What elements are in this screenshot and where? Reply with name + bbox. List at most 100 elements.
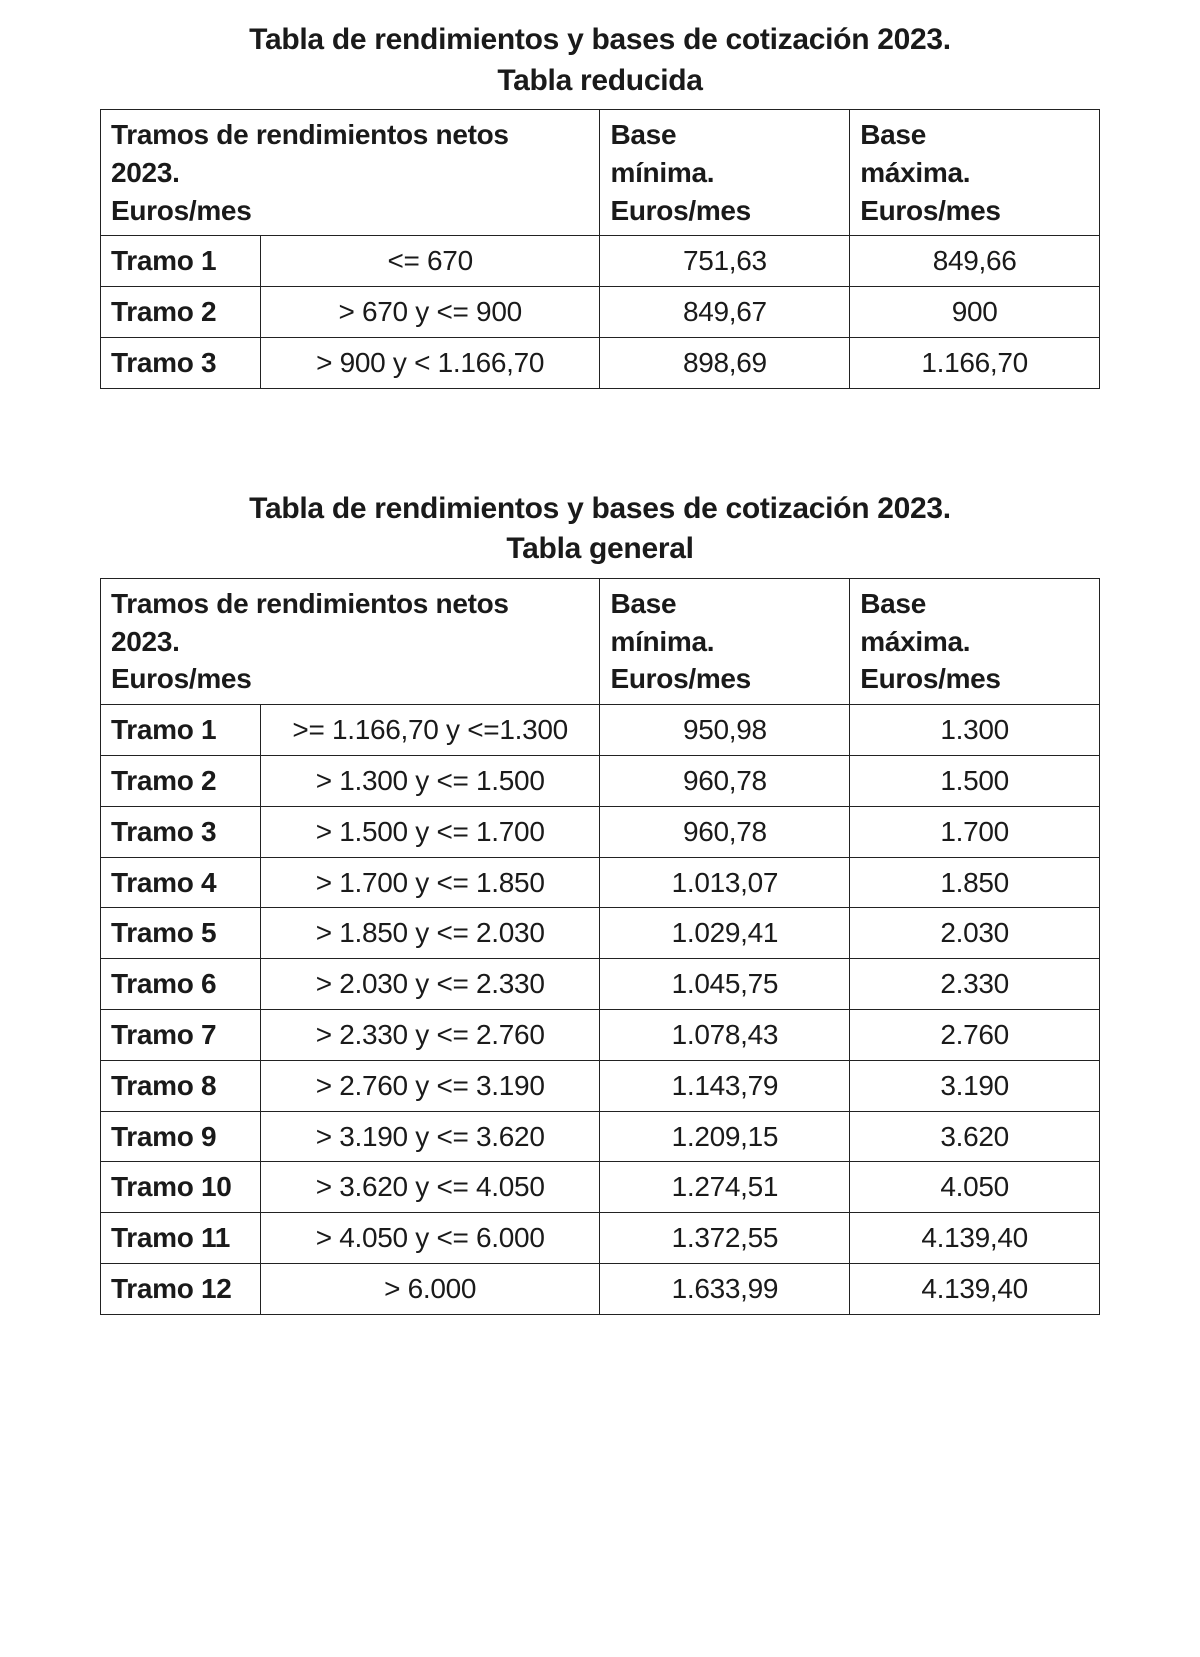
tramo-label: Tramo 1 [101, 236, 261, 287]
tramo-label: Tramo 1 [101, 705, 261, 756]
table-row: Tramo 8> 2.760 y <= 3.1901.143,793.190 [101, 1060, 1100, 1111]
tramo-label: Tramo 8 [101, 1060, 261, 1111]
tramo-label: Tramo 9 [101, 1111, 261, 1162]
table-row: Tramo 1<= 670751,63849,66 [101, 236, 1100, 287]
table-general-block: Tabla de rendimientos y bases de cotizac… [100, 489, 1100, 1315]
tramo-range: > 1.700 y <= 1.850 [260, 857, 600, 908]
header-text: Euros/mes [610, 195, 750, 226]
tramo-label: Tramo 3 [101, 806, 261, 857]
base-maxima-value: 1.166,70 [850, 337, 1100, 388]
title-line: Tabla de rendimientos y bases de cotizac… [249, 23, 951, 56]
tramo-range: > 6.000 [260, 1263, 600, 1314]
base-maxima-value: 3.190 [850, 1060, 1100, 1111]
base-minima-value: 1.045,75 [600, 959, 850, 1010]
header-text: mínima. [610, 626, 714, 657]
header-text: mínima. [610, 157, 714, 188]
tramo-range: > 2.030 y <= 2.330 [260, 959, 600, 1010]
tramo-range: <= 670 [260, 236, 600, 287]
base-minima-value: 849,67 [600, 287, 850, 338]
header-text: Base [610, 588, 676, 619]
tramo-range: > 3.190 y <= 3.620 [260, 1111, 600, 1162]
base-maxima-value: 2.330 [850, 959, 1100, 1010]
header-base-maxima: Base máxima. Euros/mes [850, 578, 1100, 704]
base-minima-value: 751,63 [600, 236, 850, 287]
base-maxima-value: 1.500 [850, 755, 1100, 806]
tramo-label: Tramo 11 [101, 1213, 261, 1264]
table-row: Tramo 11> 4.050 y <= 6.0001.372,554.139,… [101, 1213, 1100, 1264]
header-base-minima: Base mínima. Euros/mes [600, 578, 850, 704]
tramo-range: > 1.300 y <= 1.500 [260, 755, 600, 806]
table-row: Tramo 7> 2.330 y <= 2.7601.078,432.760 [101, 1009, 1100, 1060]
base-maxima-value: 1.850 [850, 857, 1100, 908]
table-row: Tramo 6> 2.030 y <= 2.3301.045,752.330 [101, 959, 1100, 1010]
base-minima-value: 1.078,43 [600, 1009, 850, 1060]
table-row: Tramo 2> 1.300 y <= 1.500960,781.500 [101, 755, 1100, 806]
base-minima-value: 960,78 [600, 755, 850, 806]
header-base-maxima: Base máxima. Euros/mes [850, 110, 1100, 236]
tramo-label: Tramo 2 [101, 287, 261, 338]
header-text: 2023. [111, 157, 180, 188]
header-text: Tramos de rendimientos netos [111, 588, 509, 619]
table-general: Tramos de rendimientos netos 2023. Euros… [100, 578, 1100, 1315]
header-text: Euros/mes [610, 663, 750, 694]
header-tramos: Tramos de rendimientos netos 2023. Euros… [101, 110, 600, 236]
table-row: Tramo 3> 1.500 y <= 1.700960,781.700 [101, 806, 1100, 857]
header-text: Base [610, 119, 676, 150]
table-row: Tramo 2> 670 y <= 900849,67900 [101, 287, 1100, 338]
tramo-range: >= 1.166,70 y <=1.300 [260, 705, 600, 756]
base-minima-value: 1.143,79 [600, 1060, 850, 1111]
header-text: Tramos de rendimientos netos [111, 119, 509, 150]
table-row: Tramo 10> 3.620 y <= 4.0501.274,514.050 [101, 1162, 1100, 1213]
title-line: Tabla general [506, 532, 693, 565]
header-base-minima: Base mínima. Euros/mes [600, 110, 850, 236]
tramo-label: Tramo 12 [101, 1263, 261, 1314]
header-text: 2023. [111, 626, 180, 657]
base-maxima-value: 4.139,40 [850, 1213, 1100, 1264]
table-reducida-title: Tabla de rendimientos y bases de cotizac… [100, 20, 1100, 101]
base-minima-value: 1.209,15 [600, 1111, 850, 1162]
header-text: Base [860, 119, 926, 150]
title-line: Tabla de rendimientos y bases de cotizac… [249, 492, 951, 525]
tramo-range: > 1.500 y <= 1.700 [260, 806, 600, 857]
base-minima-value: 898,69 [600, 337, 850, 388]
tramo-label: Tramo 2 [101, 755, 261, 806]
base-minima-value: 950,98 [600, 705, 850, 756]
table-row: Tramo 9> 3.190 y <= 3.6201.209,153.620 [101, 1111, 1100, 1162]
table-row: Tramo 1>= 1.166,70 y <=1.300950,981.300 [101, 705, 1100, 756]
table-general-title: Tabla de rendimientos y bases de cotizac… [100, 489, 1100, 570]
tramo-range: > 3.620 y <= 4.050 [260, 1162, 600, 1213]
base-maxima-value: 3.620 [850, 1111, 1100, 1162]
header-text: máxima. [860, 626, 970, 657]
base-maxima-value: 2.030 [850, 908, 1100, 959]
tramo-range: > 900 y < 1.166,70 [260, 337, 600, 388]
base-maxima-value: 1.700 [850, 806, 1100, 857]
table-general-body: Tramo 1>= 1.166,70 y <=1.300950,981.300T… [101, 705, 1100, 1315]
base-maxima-value: 4.050 [850, 1162, 1100, 1213]
base-maxima-value: 2.760 [850, 1009, 1100, 1060]
base-minima-value: 960,78 [600, 806, 850, 857]
header-text: Base [860, 588, 926, 619]
tramo-label: Tramo 5 [101, 908, 261, 959]
tramo-label: Tramo 6 [101, 959, 261, 1010]
tramo-label: Tramo 4 [101, 857, 261, 908]
tramo-range: > 1.850 y <= 2.030 [260, 908, 600, 959]
base-maxima-value: 1.300 [850, 705, 1100, 756]
base-minima-value: 1.372,55 [600, 1213, 850, 1264]
tramo-label: Tramo 3 [101, 337, 261, 388]
header-text: Euros/mes [111, 195, 251, 226]
table-reducida: Tramos de rendimientos netos 2023. Euros… [100, 109, 1100, 389]
table-row: Tramo 12> 6.0001.633,994.139,40 [101, 1263, 1100, 1314]
base-minima-value: 1.633,99 [600, 1263, 850, 1314]
tramo-range: > 4.050 y <= 6.000 [260, 1213, 600, 1264]
tramo-label: Tramo 7 [101, 1009, 261, 1060]
header-text: Euros/mes [860, 195, 1000, 226]
base-minima-value: 1.029,41 [600, 908, 850, 959]
table-row: Tramo 3> 900 y < 1.166,70898,691.166,70 [101, 337, 1100, 388]
base-maxima-value: 900 [850, 287, 1100, 338]
tramo-range: > 2.330 y <= 2.760 [260, 1009, 600, 1060]
base-maxima-value: 4.139,40 [850, 1263, 1100, 1314]
table-header-row: Tramos de rendimientos netos 2023. Euros… [101, 110, 1100, 236]
table-row: Tramo 5> 1.850 y <= 2.0301.029,412.030 [101, 908, 1100, 959]
tramo-label: Tramo 10 [101, 1162, 261, 1213]
header-tramos: Tramos de rendimientos netos 2023. Euros… [101, 578, 600, 704]
